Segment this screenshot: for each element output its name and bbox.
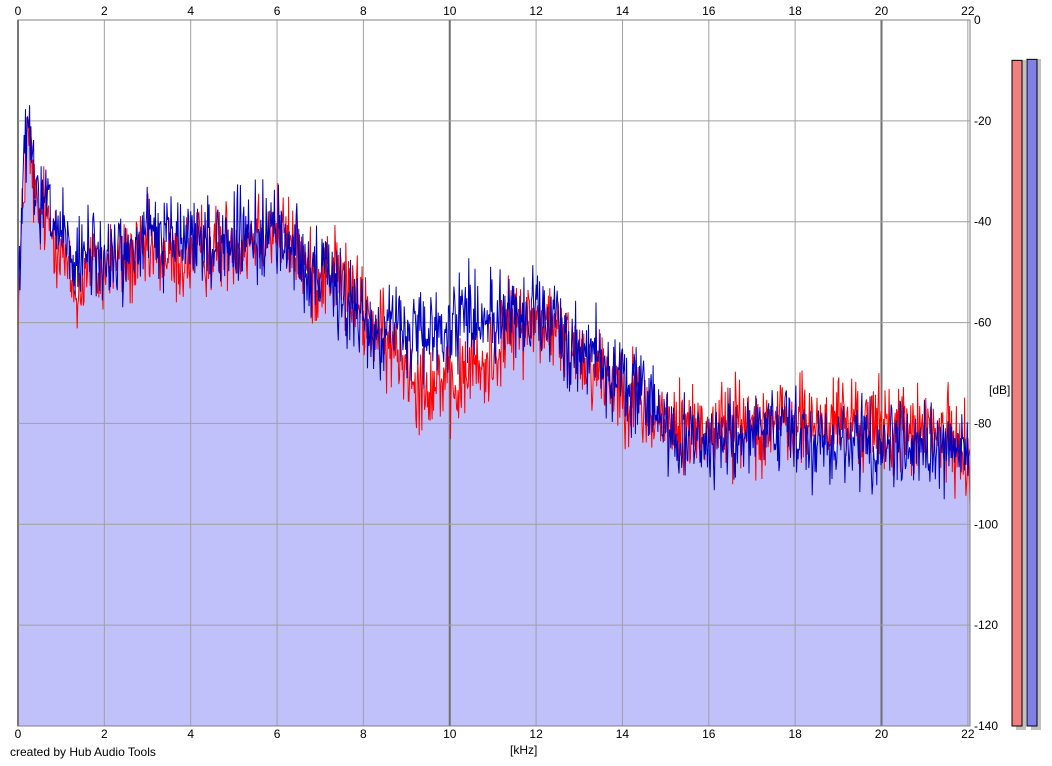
- y-axis-label: [dB]: [989, 383, 1011, 397]
- x-tick-label-bottom: 8: [360, 727, 367, 741]
- x-tick-label-top: 0: [15, 4, 22, 18]
- meter-right-bar: [1026, 58, 1038, 727]
- x-tick-label-top: 6: [274, 4, 281, 18]
- x-tick-label-top: 20: [875, 4, 889, 18]
- series-left-line: [17, 115, 971, 506]
- x-tick-label-top: 18: [788, 4, 802, 18]
- x-tick-label-bottom: 22: [961, 727, 975, 741]
- x-tick-label-bottom: 18: [788, 727, 802, 741]
- y-tick-label: -80: [974, 416, 992, 430]
- x-tick-label-bottom: 4: [187, 727, 194, 741]
- x-tick-label-top: 8: [360, 4, 367, 18]
- x-tick-label-bottom: 2: [101, 727, 108, 741]
- x-tick-label-bottom: 6: [274, 727, 281, 741]
- x-tick-label-top: 12: [529, 4, 543, 18]
- x-axis-label: [kHz]: [510, 743, 538, 757]
- spectrum-fill: [18, 116, 970, 727]
- y-tick-label: -20: [974, 114, 992, 128]
- x-tick-label-top: 16: [702, 4, 716, 18]
- x-tick-label-top: 2: [101, 4, 108, 18]
- series-right-line: [17, 105, 971, 500]
- x-tick-label-bottom: 12: [529, 727, 543, 741]
- x-tick-label-bottom: 16: [702, 727, 716, 741]
- x-ticks-bottom: 0 2 4 6 8 10 12 14 16 18 20 22: [15, 727, 975, 741]
- x-tick-label-bottom: 0: [15, 727, 22, 741]
- y-tick-label: -100: [974, 517, 998, 531]
- y-ticks: 0 -20 -40 -60 -80 -100 -120 -140: [974, 13, 998, 733]
- plot-frame: [17, 19, 971, 727]
- y-tick-label: -120: [974, 618, 998, 632]
- credit-text: created by Hub Audio Tools: [10, 745, 156, 759]
- level-meters: [1011, 58, 1041, 730]
- x-tick-label-bottom: 10: [443, 727, 457, 741]
- meter-left-bar: [1011, 59, 1023, 727]
- x-ticks-top: 0 2 4 6 8 10 12 14 16 18 20 22: [15, 4, 975, 18]
- x-tick-label-bottom: 14: [616, 727, 630, 741]
- y-tick-label: -60: [974, 316, 992, 330]
- x-tick-label-top: 4: [187, 4, 194, 18]
- y-tick-label: -140: [974, 719, 998, 733]
- x-tick-label-top: 10: [443, 4, 457, 18]
- x-tick-label-bottom: 20: [875, 727, 889, 741]
- y-tick-label: -40: [974, 215, 992, 229]
- x-tick-label-top: 22: [961, 4, 975, 18]
- x-tick-label-top: 14: [616, 4, 630, 18]
- y-tick-label: 0: [974, 13, 981, 27]
